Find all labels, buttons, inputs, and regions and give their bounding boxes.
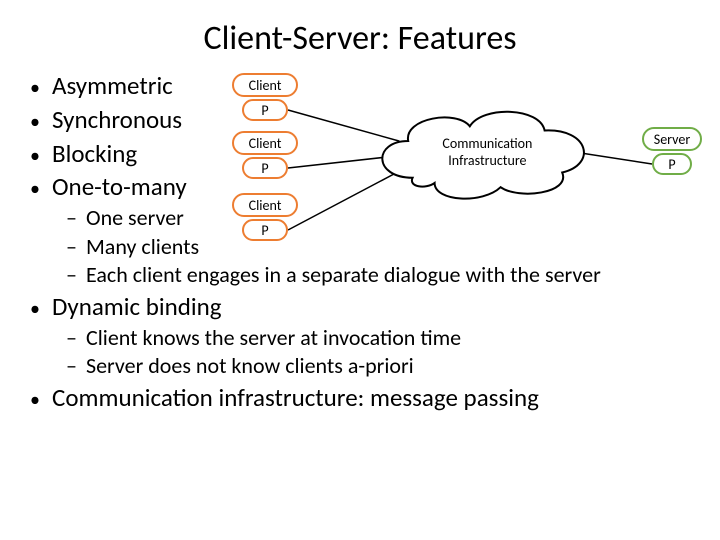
node-c1: Client — [232, 73, 298, 97]
node-p3: P — [242, 219, 288, 241]
page-title: Client-Server: Features — [0, 0, 720, 69]
bullet-text: Blocking — [52, 138, 137, 169]
sub-apriori: Server does not know clients a-priori — [66, 352, 708, 381]
bullet-list-2: Dynamic binding — [30, 290, 708, 324]
cloud-label: CommunicationInfrastructure — [421, 136, 553, 170]
bullet-dynamic-binding: Dynamic binding — [30, 290, 708, 324]
node-sp: P — [652, 153, 692, 175]
sub-text: Many clients — [86, 233, 199, 260]
sub-text: Client knows the server at invocation ti… — [86, 324, 461, 351]
node-c2: Client — [232, 131, 298, 155]
node-c3: Client — [232, 193, 298, 217]
bullet-text: Synchronous — [52, 104, 182, 135]
sub-dialogue: Each client engages in a separate dialog… — [66, 261, 708, 290]
bullet-text: Communication infrastructure: message pa… — [52, 382, 539, 413]
diagram: CommunicationInfrastructureClientPClient… — [228, 69, 708, 259]
sub-text: Each client engages in a separate dialog… — [86, 261, 601, 288]
node-srv: Server — [642, 127, 702, 151]
bullet-comm-infra: Communication infrastructure: message pa… — [30, 381, 708, 415]
node-p2: P — [242, 157, 288, 179]
bullet-text: Dynamic binding — [52, 291, 222, 322]
sub-text: Server does not know clients a-priori — [86, 352, 414, 379]
bullet-text: Asymmetric — [52, 70, 173, 101]
bullet-list-3: Communication infrastructure: message pa… — [30, 381, 708, 415]
node-p1: P — [242, 99, 288, 121]
sub-text: One server — [86, 204, 184, 231]
sub-list-dynamic: Client knows the server at invocation ti… — [30, 324, 708, 381]
content-area: Asymmetric Synchronous Blocking One-to-m… — [0, 69, 720, 414]
sub-invocation: Client knows the server at invocation ti… — [66, 324, 708, 353]
bullet-text: One-to-many — [52, 171, 187, 202]
